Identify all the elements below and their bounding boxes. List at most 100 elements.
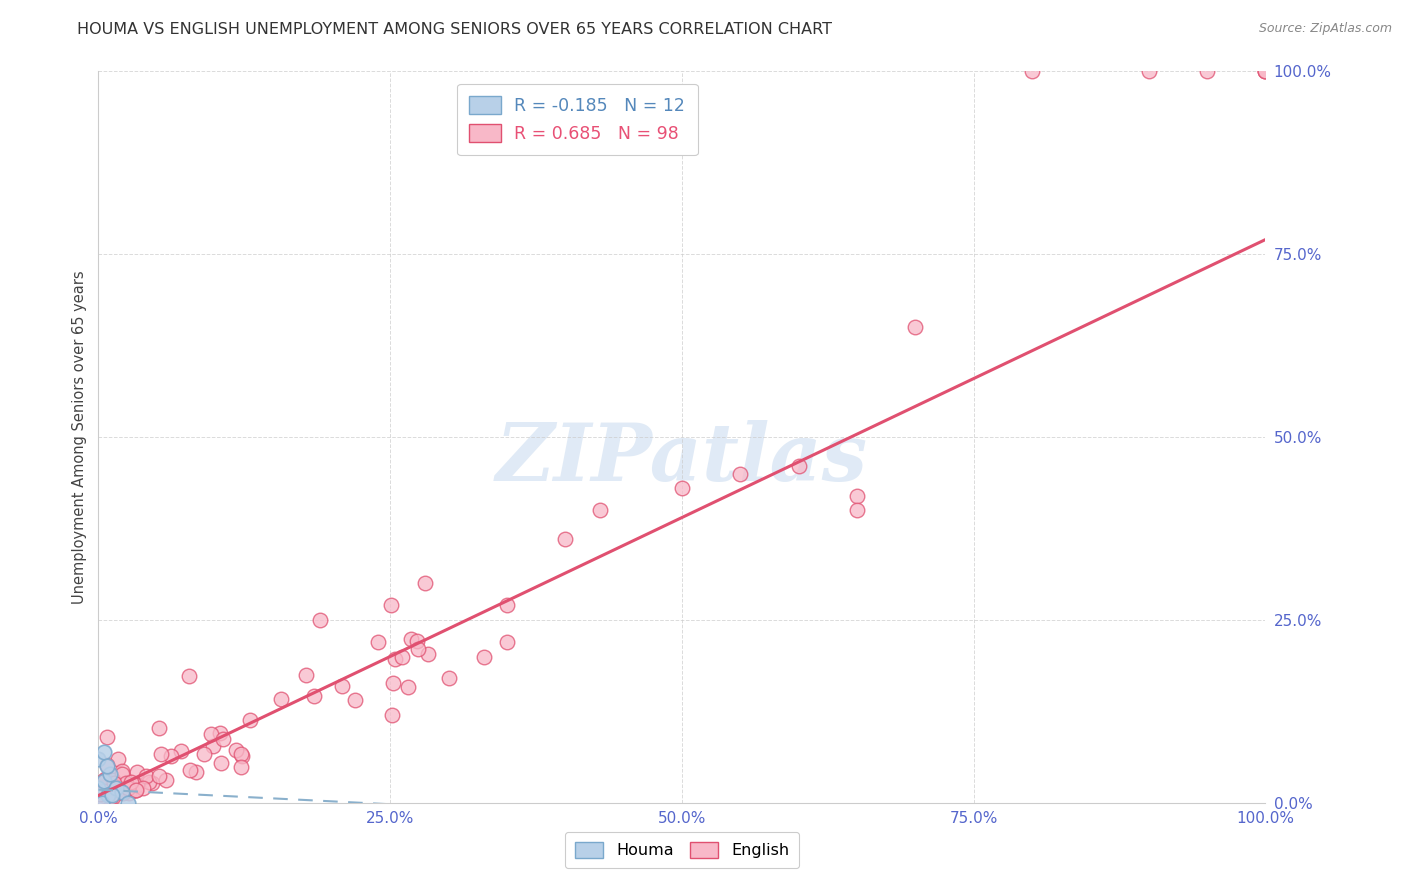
Point <box>138 775 160 789</box>
Point <box>344 693 367 707</box>
Point <box>155 772 177 787</box>
Point <box>391 649 413 664</box>
Text: ZIPatlas: ZIPatlas <box>496 420 868 498</box>
Point <box>416 647 439 661</box>
Point <box>229 747 252 761</box>
Point <box>134 769 156 783</box>
Point <box>396 680 419 694</box>
Legend: Houma, English: Houma, English <box>565 832 799 868</box>
Point <box>125 778 148 792</box>
Point <box>406 641 429 656</box>
Point <box>94 786 117 800</box>
Point <box>103 772 125 787</box>
Point <box>671 481 693 495</box>
Y-axis label: Unemployment Among Seniors over 65 years: Unemployment Among Seniors over 65 years <box>72 270 87 604</box>
Point <box>148 769 170 783</box>
Point <box>96 759 118 773</box>
Point <box>150 747 173 761</box>
Point <box>87 752 110 766</box>
Point <box>186 764 208 779</box>
Point <box>104 781 127 796</box>
Point <box>496 599 519 613</box>
Point <box>554 533 576 547</box>
Point <box>117 780 139 795</box>
Point <box>330 679 353 693</box>
Point <box>96 730 118 744</box>
Point <box>101 773 124 788</box>
Point <box>101 790 124 805</box>
Point <box>96 758 118 772</box>
Point <box>231 760 253 774</box>
Point <box>589 503 612 517</box>
Point <box>225 743 247 757</box>
Point <box>96 779 118 793</box>
Point <box>89 787 111 801</box>
Point <box>103 788 125 802</box>
Point <box>148 721 170 735</box>
Point <box>105 783 128 797</box>
Point <box>472 649 495 664</box>
Point <box>120 775 142 789</box>
Point <box>200 726 222 740</box>
Point <box>381 675 404 690</box>
Point <box>169 744 191 758</box>
Point <box>141 776 163 790</box>
Point <box>1195 64 1218 78</box>
Point <box>115 776 138 790</box>
Point <box>103 776 125 790</box>
Point <box>97 791 120 805</box>
Point <box>367 635 389 649</box>
Point <box>302 689 325 703</box>
Text: Source: ZipAtlas.com: Source: ZipAtlas.com <box>1258 22 1392 36</box>
Point <box>238 713 260 727</box>
Point <box>294 668 316 682</box>
Point <box>125 778 148 792</box>
Point <box>730 467 752 481</box>
Point <box>93 784 115 798</box>
Point <box>384 652 406 666</box>
Point <box>212 732 235 747</box>
Point <box>846 503 869 517</box>
Point <box>107 752 129 766</box>
Point <box>124 783 146 797</box>
Point <box>89 784 111 798</box>
Point <box>93 772 115 787</box>
Point <box>117 780 139 795</box>
Point <box>177 669 200 683</box>
Point <box>1021 64 1043 78</box>
Point <box>380 598 402 612</box>
Point <box>94 788 117 802</box>
Point <box>111 785 134 799</box>
Point <box>100 790 122 805</box>
Point <box>91 773 114 788</box>
Point <box>89 789 111 804</box>
Point <box>193 747 215 762</box>
Point <box>1137 64 1160 78</box>
Point <box>90 796 112 810</box>
Point <box>437 672 460 686</box>
Point <box>87 781 110 796</box>
Point <box>93 745 115 759</box>
Point <box>111 767 134 781</box>
Point <box>399 632 422 647</box>
Point <box>413 576 436 591</box>
Point <box>201 739 224 754</box>
Point <box>117 796 139 810</box>
Point <box>98 766 121 780</box>
Point <box>1254 64 1277 78</box>
Point <box>112 786 135 800</box>
Point <box>124 783 146 797</box>
Point <box>132 781 155 796</box>
Point <box>179 763 201 777</box>
Point <box>1254 64 1277 78</box>
Point <box>110 764 132 778</box>
Point <box>1254 64 1277 78</box>
Point <box>96 772 118 786</box>
Point <box>209 756 232 770</box>
Point <box>160 749 183 764</box>
Point <box>406 633 429 648</box>
Point <box>125 764 148 779</box>
Text: HOUMA VS ENGLISH UNEMPLOYMENT AMONG SENIORS OVER 65 YEARS CORRELATION CHART: HOUMA VS ENGLISH UNEMPLOYMENT AMONG SENI… <box>77 22 832 37</box>
Point <box>904 320 927 334</box>
Point <box>496 635 519 649</box>
